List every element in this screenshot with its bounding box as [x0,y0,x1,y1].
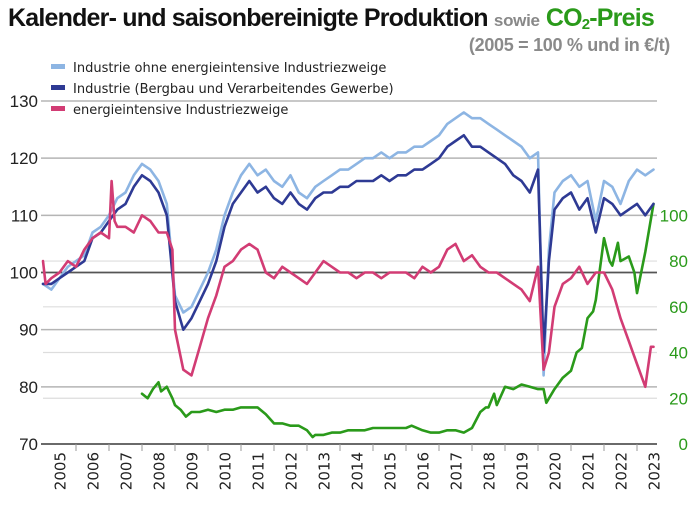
x-tick-label: 2016 [415,452,433,490]
y-tick-label-right: 40 [669,344,688,363]
y-axis-right: 0 20 40 60 80 100 [660,206,688,454]
title-co2: CO2-Preis [545,4,655,33]
x-tick-label: 2007 [118,452,136,490]
y-tick-label-right: 100 [660,206,688,225]
legend-label: Industrie (Bergbau und Verarbeitendes Ge… [73,82,394,97]
series-line-2 [41,134,655,354]
y-tick-label-left: 110 [11,206,38,225]
title-co2-subscript: 2 [581,16,590,33]
y-tick-label-right: 80 [669,252,688,271]
y-tick-label-left: 80 [19,378,38,397]
series-line-4 [140,202,655,439]
y-tick-label-right: 0 [679,435,688,454]
x-tick-label: 2012 [283,452,301,490]
x-tick-label: 2020 [547,452,565,490]
series-lines [41,111,655,439]
y-tick-label-left: 120 [10,149,38,168]
x-tick-label: 2023 [646,452,664,490]
x-tick-label: 2022 [613,452,631,490]
legend-label: energieintensive Industriezweige [73,103,288,118]
x-tick-label: 2017 [448,452,466,490]
y-axis-left: 70 80 90 100 110 120 130 [10,92,38,454]
legend-swatch [51,64,65,69]
title-sowie: sowie [493,11,540,30]
x-tick-label: 2005 [52,452,70,490]
legend-label: Industrie ohne energieintensive Industri… [73,61,386,76]
series-line-1 [41,111,655,377]
x-tick-label: 2018 [481,452,499,490]
y-tick-label-left: 130 [10,92,38,111]
y-tick-label-left: 100 [10,264,38,283]
x-tick-label: 2006 [85,452,103,490]
chart-title: Kalender- und saisonbereinigte Produktio… [8,4,655,33]
series-line-3 [41,179,655,389]
legend-swatch [51,85,65,90]
title-co2-suffix: -Preis [589,4,654,32]
x-tick-label: 2008 [151,452,169,490]
y-tick-label-left: 70 [19,435,38,454]
legend: Industrie ohne energieintensive Industri… [51,61,394,118]
legend-swatch [51,106,65,111]
chart-subtitle: (2005 = 100 % und in €/t) [468,35,670,55]
x-tick-label: 2009 [184,452,202,490]
x-axis: 2005 2006 2007 2008 2009 2010 2011 2012 2013 2014… [52,444,664,490]
x-tick-label: 2019 [514,452,532,490]
x-tick-label: 2015 [382,452,400,490]
title-main: Kalender- und saisonbereinigte Produktio… [8,4,489,32]
title-co2-text: CO [545,4,583,32]
x-tick-label: 2011 [250,452,268,490]
x-tick-label: 2010 [217,452,235,490]
y-tick-label-right: 60 [669,298,688,317]
y-tick-label-left: 90 [19,321,38,340]
y-tick-label-right: 20 [669,389,688,408]
x-tick-label: 2013 [316,452,334,490]
x-tick-label: 2014 [349,452,367,490]
x-tick-label: 2021 [580,452,598,490]
